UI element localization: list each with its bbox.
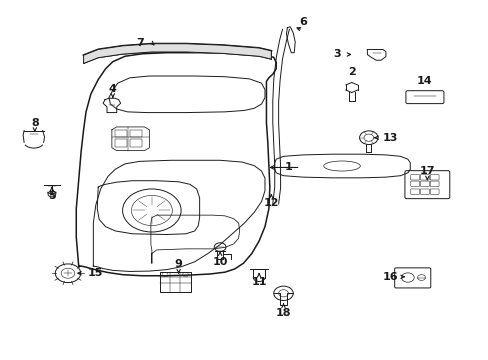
Text: 5: 5 (48, 191, 56, 201)
Text: 16: 16 (382, 272, 398, 282)
Text: 8: 8 (31, 118, 39, 128)
Text: 6: 6 (299, 17, 306, 27)
Text: 17: 17 (419, 166, 434, 176)
Polygon shape (83, 44, 271, 63)
Text: 13: 13 (382, 133, 398, 143)
Text: 11: 11 (251, 277, 266, 287)
Text: 18: 18 (275, 308, 291, 318)
Text: 3: 3 (333, 49, 340, 59)
Text: 9: 9 (174, 259, 182, 269)
Text: 10: 10 (212, 257, 227, 267)
Text: 14: 14 (416, 76, 432, 86)
Text: 12: 12 (263, 198, 279, 208)
Text: 2: 2 (347, 67, 355, 77)
Text: 7: 7 (136, 38, 143, 48)
Text: 4: 4 (109, 84, 117, 94)
Text: 1: 1 (284, 162, 292, 172)
Text: 15: 15 (88, 268, 103, 278)
